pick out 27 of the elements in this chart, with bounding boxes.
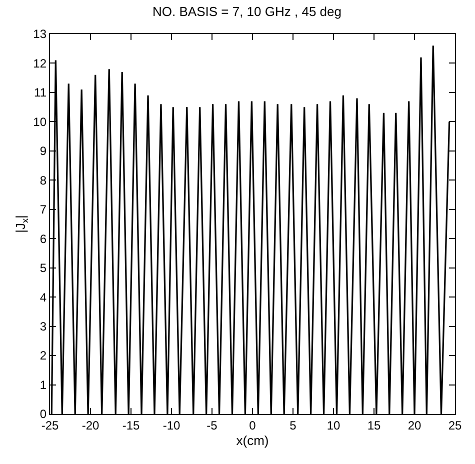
y-tick-label: 5 [40, 261, 47, 276]
x-tick-label: 5 [290, 418, 297, 432]
y-tick-label: 11 [34, 86, 47, 100]
x-tick-label: 0 [249, 418, 256, 432]
x-tick-label: 25 [448, 418, 462, 432]
x-tick-label: 15 [367, 418, 381, 432]
y-tick-label: 6 [40, 232, 47, 246]
x-tick-label: 20 [408, 418, 422, 432]
y-tick-label: 2 [40, 348, 47, 363]
y-tick-label: 12 [33, 56, 47, 70]
y-tick-label: 7 [40, 202, 47, 217]
y-tick-label: 8 [40, 173, 47, 188]
x-axis-title: x(cm) [236, 433, 269, 448]
x-tick-label: -10 [162, 418, 180, 432]
x-tick-label: -15 [122, 418, 140, 432]
y-tick-label: 9 [40, 144, 47, 158]
y-tick-label: 13 [33, 27, 47, 42]
x-tick-label: -5 [206, 418, 218, 432]
chart-title: NO. BASIS = 7, 10 GHz , 45 deg [152, 4, 342, 20]
x-tick-label: -20 [82, 418, 100, 432]
y-tick-label: 3 [40, 320, 47, 334]
x-tick-label: 10 [326, 418, 340, 432]
y-tick-label: 4 [40, 290, 47, 304]
x-tick-label: -25 [41, 418, 59, 432]
y-tick-label: 10 [33, 114, 47, 129]
y-tick-label: 1 [40, 378, 47, 392]
y-tick-label: 0 [40, 407, 47, 422]
